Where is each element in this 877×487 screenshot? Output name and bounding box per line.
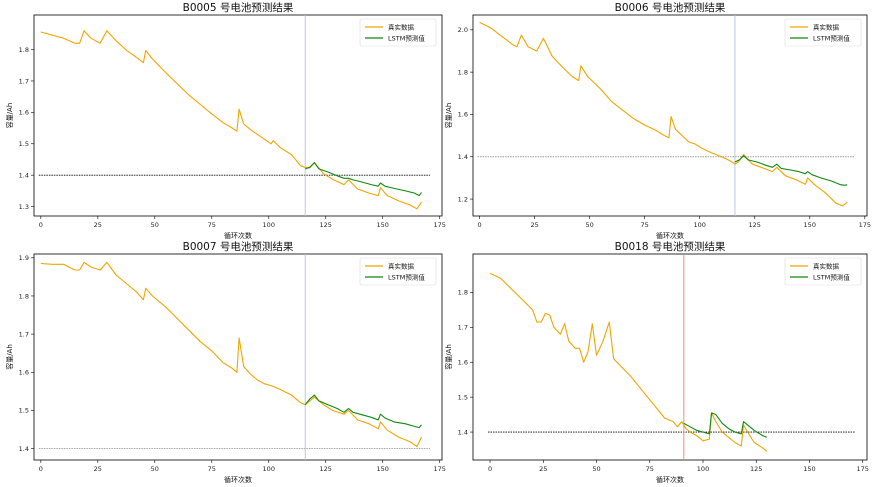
chart-title: B0005 号电池预测结果 (183, 1, 294, 14)
x-tick-label: 100 (697, 465, 709, 473)
actual-capacity-line (40, 261, 422, 448)
y-tick-label: 1.8 (19, 46, 29, 54)
y-tick-label: 1.8 (458, 68, 468, 76)
x-tick-label: 125 (749, 221, 761, 229)
y-tick-label: 1.5 (19, 140, 29, 148)
y-tick-label: 1.6 (458, 111, 468, 119)
legend-label: LSTM预测值 (813, 33, 850, 42)
y-tick-label: 2.0 (458, 26, 468, 34)
x-axis-label: 循环次数 (656, 231, 684, 240)
lstm-prediction-line (734, 155, 848, 186)
x-tick-label: 75 (208, 221, 216, 229)
x-tick-label: 150 (804, 221, 816, 229)
y-tick-label: 1.7 (458, 324, 468, 332)
x-tick-label: 75 (208, 465, 216, 473)
x-tick-label: 175 (859, 221, 871, 229)
y-axis-label: 容量/Ah (444, 344, 453, 370)
y-axis-label: 容量/Ah (5, 344, 14, 370)
x-tick-label: 100 (694, 221, 706, 229)
lstm-prediction-line (304, 394, 422, 429)
x-tick-label: 125 (320, 465, 332, 473)
legend: 真实数据 LSTM预测值 (359, 18, 437, 47)
x-tick-label: 25 (539, 465, 547, 473)
actual-capacity-line (40, 30, 422, 210)
legend-label: LSTM预测值 (388, 33, 425, 42)
legend-label: LSTM预测值 (813, 272, 850, 281)
x-tick-label: 75 (641, 221, 649, 229)
y-tick-label: 1.6 (19, 369, 29, 377)
chart-panel-4: B0018 号电池预测结果 0 25 50 75 100 125 150 175 1.4 1.5 1.… (444, 240, 869, 484)
x-tick-label: 0 (39, 465, 43, 473)
x-axis-label: 循环次数 (224, 475, 252, 484)
y-tick-label: 1.5 (458, 393, 468, 401)
y-axis-label: 容量/Ah (444, 103, 453, 129)
x-tick-label: 25 (530, 221, 538, 229)
actual-capacity-line (479, 21, 848, 207)
x-tick-label: 175 (434, 221, 446, 229)
x-tick-label: 0 (488, 465, 492, 473)
legend-label: 真实数据 (813, 261, 840, 270)
y-tick-label: 1.4 (458, 153, 468, 161)
x-tick-label: 50 (592, 465, 600, 473)
x-tick-label: 100 (263, 221, 275, 229)
actual-capacity-line (489, 272, 768, 452)
x-tick-label: 125 (750, 465, 762, 473)
x-tick-label: 125 (320, 221, 332, 229)
x-tick-label: 150 (377, 221, 389, 229)
x-tick-label: 150 (803, 465, 815, 473)
legend: 真实数据 LSTM预测值 (784, 257, 862, 286)
y-tick-label: 1.4 (19, 171, 29, 179)
y-tick-label: 1.8 (458, 289, 468, 297)
x-tick-label: 0 (478, 221, 482, 229)
y-tick-label: 1.7 (19, 330, 29, 338)
y-tick-label: 1.9 (19, 254, 29, 262)
legend-box (359, 257, 437, 286)
legend-box (359, 18, 437, 47)
x-tick-label: 0 (39, 221, 43, 229)
x-axis-label: 循环次数 (656, 475, 684, 484)
legend-label: 真实数据 (388, 261, 415, 270)
y-axis-label: 容量/Ah (5, 103, 14, 129)
x-tick-label: 25 (94, 221, 102, 229)
legend: 真实数据 LSTM预测值 (784, 18, 862, 47)
legend-label: 真实数据 (388, 22, 415, 31)
chart-title: B0018 号电池预测结果 (615, 240, 726, 253)
x-tick-label: 100 (263, 465, 275, 473)
plot-frame (472, 14, 868, 217)
chart-title: B0007 号电池预测结果 (183, 240, 294, 253)
x-tick-label: 75 (646, 465, 654, 473)
y-tick-label: 1.6 (19, 109, 29, 117)
plot-frame (33, 14, 443, 217)
plot-frame (33, 253, 443, 461)
x-tick-label: 50 (151, 465, 159, 473)
x-tick-label: 150 (377, 465, 389, 473)
lstm-prediction-line (683, 412, 768, 438)
y-tick-label: 1.8 (19, 292, 29, 300)
chart-panel-2: B0006 号电池预测结果 0 25 50 75 100 125 150 175 1.2 1.4 1.… (444, 1, 871, 240)
y-tick-label: 1.6 (458, 359, 468, 367)
x-tick-label: 25 (94, 465, 102, 473)
chart-panel-3: B0007 号电池预测结果 0 25 50 75 100 125 150 175 1.4 1.5 1.… (5, 240, 446, 484)
y-tick-label: 1.2 (458, 195, 468, 203)
x-axis-label: 循环次数 (224, 231, 252, 240)
x-tick-label: 50 (586, 221, 594, 229)
chart-title: B0006 号电池预测结果 (615, 1, 726, 14)
legend: 真实数据 LSTM预测值 (359, 257, 437, 286)
x-tick-label: 175 (434, 465, 446, 473)
lstm-prediction-line (305, 162, 422, 197)
legend-box (784, 257, 862, 286)
y-tick-label: 1.5 (19, 407, 29, 415)
legend-label: 真实数据 (813, 22, 840, 31)
x-tick-label: 50 (151, 221, 159, 229)
legend-box (784, 18, 862, 47)
chart-panel-1: B0005 号电池预测结果 0 25 50 75 100 125 150 175 1.3 1.4 1.… (5, 1, 446, 240)
y-tick-label: 1.3 (19, 203, 29, 211)
y-tick-label: 1.4 (19, 445, 29, 453)
legend-label: LSTM预测值 (388, 272, 425, 281)
x-tick-label: 175 (857, 465, 869, 473)
y-tick-label: 1.7 (19, 77, 29, 85)
plot-frame (472, 253, 868, 461)
y-tick-label: 1.4 (458, 428, 468, 436)
